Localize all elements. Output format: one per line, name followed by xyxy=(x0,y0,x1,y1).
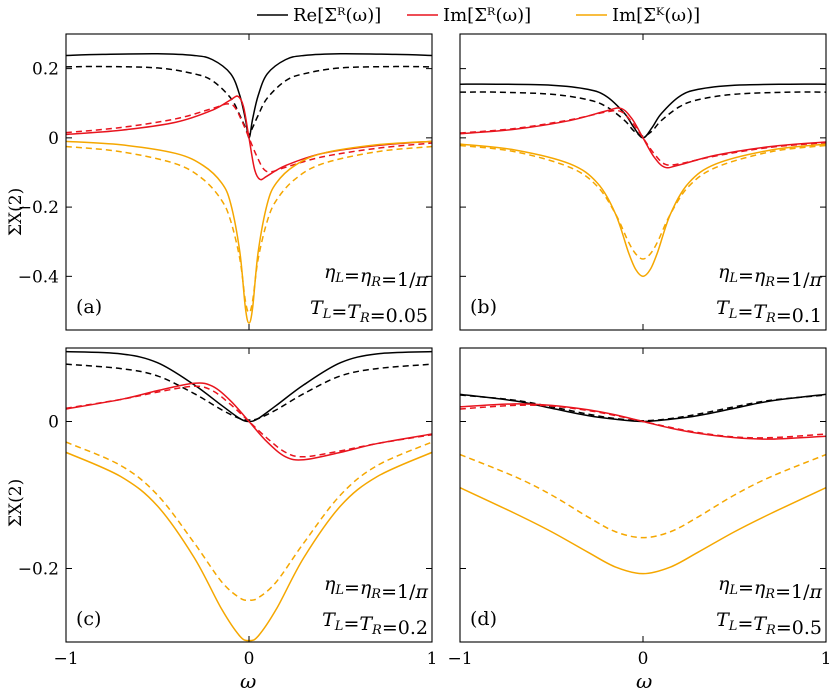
y-tick-label: 0 xyxy=(48,129,59,149)
x-tick-label: −1 xyxy=(53,649,78,669)
legend-label-im-k: Im[Σᴷ(ω)] xyxy=(612,5,700,26)
series-line-imk_dashed xyxy=(460,144,826,260)
series-group xyxy=(460,83,826,278)
x-axis-label-left: ω xyxy=(240,669,256,693)
series-line-re_dashed xyxy=(460,91,826,137)
series-group xyxy=(66,52,432,324)
series-line-re_solid xyxy=(460,393,826,423)
x-axis-label-right: ω xyxy=(636,669,652,693)
annotation-temperature: TL=TR=0.1 xyxy=(716,297,822,327)
x-tick-label: 1 xyxy=(427,649,438,669)
panel-0: 0.2 0 −0.2 −0.4 (a) ηL=ηR=1/π TL=TR=0.05 xyxy=(18,33,433,331)
annotation-temperature: TL=TR=0.5 xyxy=(716,609,822,639)
annotation-temperature: TL=TR=0.05 xyxy=(310,297,428,327)
y-tick-label: −0.2 xyxy=(18,198,59,218)
series-line-imr_dashed xyxy=(460,404,826,439)
series-line-re_dashed xyxy=(66,363,432,421)
series-group xyxy=(66,350,432,642)
annotation-eta: ηL=ηR=1/π xyxy=(718,573,823,603)
panel-label: (c) xyxy=(76,608,101,630)
series-line-imk_solid xyxy=(66,140,432,324)
legend-label-im-r: Im[Σᴿ(ω)] xyxy=(443,5,531,26)
series-line-imr_solid xyxy=(460,107,826,169)
series-line-re_dashed xyxy=(460,394,826,422)
panel-1: (b) ηL=ηR=1/π TL=TR=0.1 xyxy=(459,33,827,331)
series-line-imr_dashed xyxy=(66,103,432,173)
series-line-imr_dashed xyxy=(460,109,826,166)
annotation-temperature: TL=TR=0.2 xyxy=(322,609,428,639)
y-tick-label: −0.4 xyxy=(18,267,59,287)
y-axis-label-bottom: ΣX(2) xyxy=(6,479,26,527)
legend-label-re-r: Re[Σᴿ(ω)] xyxy=(293,5,381,26)
panels: 0.2 0 −0.2 −0.4 (a) ηL=ηR=1/π TL=TR=0.05 (b) ηL=… xyxy=(18,33,830,669)
series-line-re_dashed xyxy=(66,65,432,136)
series-line-imk_solid xyxy=(66,451,432,642)
y-tick-label: 0 xyxy=(48,413,59,433)
legend: Re[Σᴿ(ω)] Im[Σᴿ(ω)] Im[Σᴷ(ω)] xyxy=(257,5,700,26)
series-line-imk_solid xyxy=(460,143,826,278)
series-line-imk_solid xyxy=(460,486,826,575)
x-tick-label: 0 xyxy=(638,649,649,669)
series-line-imk_dashed xyxy=(460,453,826,539)
series-line-imk_dashed xyxy=(66,145,432,314)
y-tick-label: 0.2 xyxy=(32,60,59,80)
annotation-eta: ηL=ηR=1/π xyxy=(324,573,429,603)
annotation-eta: ηL=ηR=1/π xyxy=(718,261,823,291)
series-line-imr_solid xyxy=(66,382,432,461)
series-group xyxy=(460,393,826,575)
series-line-imr_solid xyxy=(66,95,432,181)
x-tick-label: 0 xyxy=(244,649,255,669)
panel-label: (d) xyxy=(470,608,497,630)
y-axis-label-top: ΣX(2) xyxy=(6,188,26,236)
panel-label: (b) xyxy=(470,296,497,318)
x-tick-label: 1 xyxy=(821,649,830,669)
panel-3: −1 0 1 (d) ηL=ηR=1/π TL=TR=0.5 xyxy=(447,347,830,669)
series-line-imr_dashed xyxy=(66,385,432,458)
panel-label: (a) xyxy=(76,296,102,318)
y-tick-label: −0.2 xyxy=(18,560,59,580)
x-tick-label: −1 xyxy=(447,649,472,669)
annotation-eta: ηL=ηR=1/π xyxy=(324,261,429,291)
panel-2: 0 −0.2 −1 0 1 (c) ηL=ηR=1/π TL=TR=0.2 xyxy=(18,347,438,669)
series-line-imk_dashed xyxy=(66,441,432,601)
series-line-re_solid xyxy=(66,350,432,423)
